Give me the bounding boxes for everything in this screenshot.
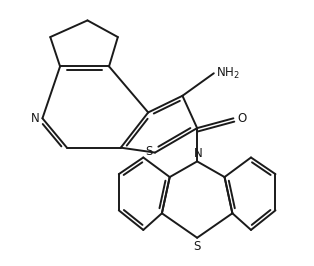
- Text: N: N: [194, 147, 203, 160]
- Text: N: N: [31, 112, 40, 125]
- Text: O: O: [237, 112, 246, 125]
- Text: NH$_2$: NH$_2$: [216, 66, 240, 81]
- Text: S: S: [146, 145, 153, 158]
- Text: S: S: [193, 240, 201, 253]
